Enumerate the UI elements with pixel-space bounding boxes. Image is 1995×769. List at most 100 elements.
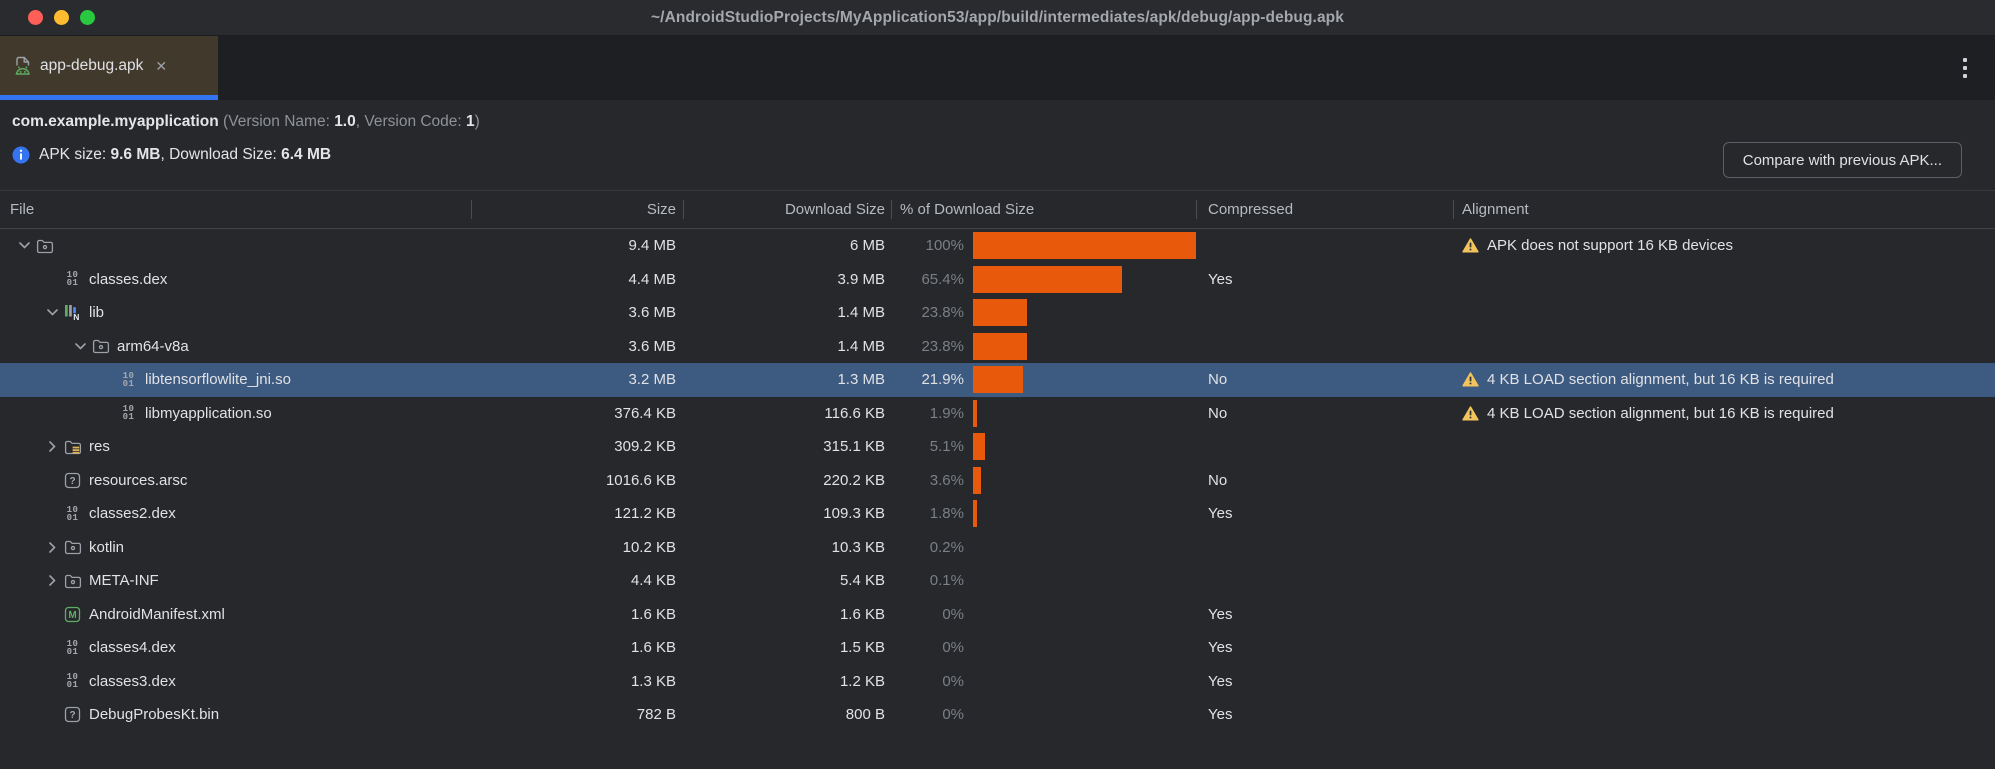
compressed-cell: Yes (1208, 639, 1233, 657)
alignment-cell (1453, 330, 1995, 364)
window-title: ~/AndroidStudioProjects/MyApplication53/… (651, 8, 1344, 26)
download-size-cell: 10.3 KB (831, 538, 885, 556)
pct-value: 1.9% (929, 404, 964, 422)
binary-file-icon: 10 01 (122, 404, 135, 423)
folder-icon (34, 238, 55, 254)
download-size-bar (973, 265, 1122, 293)
column-header-compressed[interactable]: Compressed (1196, 191, 1453, 228)
alignment-cell (1453, 430, 1995, 464)
pct-value: 100% (925, 237, 964, 255)
zoom-window-button[interactable] (80, 10, 95, 25)
table-row[interactable]: M AndroidManifest.xml 1.6 KB 1.6 KB 0% Yes (0, 598, 1995, 632)
warning-icon (1462, 238, 1479, 253)
tab-close-icon[interactable]: ✕ (155, 57, 168, 74)
close-window-button[interactable] (28, 10, 43, 25)
size-cell: 9.4 MB (628, 237, 676, 255)
pct-value: 1.8% (929, 505, 964, 523)
alignment-cell (1453, 263, 1995, 297)
res-folder-icon (62, 439, 83, 455)
size-cell: 121.2 KB (614, 505, 676, 523)
alignment-cell (1453, 665, 1995, 699)
active-tab-underline (0, 95, 218, 100)
download-size-cell: 800 B (845, 706, 885, 724)
file-name: classes.dex (89, 270, 168, 288)
alignment-cell (1453, 497, 1995, 531)
file-cell: res (0, 430, 471, 464)
folder-icon (90, 338, 111, 354)
table-row[interactable]: arm64-v8a 3.6 MB 1.4 MB 23.8% (0, 330, 1995, 364)
compressed-cell: Yes (1208, 672, 1233, 690)
pct-of-download-cell: 0% (891, 698, 1196, 732)
tab-label: app-debug.apk (40, 56, 144, 74)
alignment-message: 4 KB LOAD section alignment, but 16 KB i… (1487, 404, 1834, 422)
file-cell: M AndroidManifest.xml (0, 598, 471, 632)
table-row[interactable]: ? DebugProbesKt.bin 782 B 800 B 0% Yes (0, 698, 1995, 732)
table-row[interactable]: 9.4 MB 6 MB 100% APK does not support 16 KB… (0, 229, 1995, 263)
unknown-file-icon: ? (62, 706, 83, 723)
size-cell: 3.6 MB (628, 304, 676, 322)
compare-with-previous-apk-button[interactable]: Compare with previous APK... (1722, 142, 1962, 178)
file-cell: 10 01 classes2.dex (0, 497, 471, 531)
dex-file-icon: 10 01 (66, 270, 79, 289)
column-header-pct-of-download-size[interactable]: % of Download Size (891, 191, 1196, 228)
table-row[interactable]: 10 01 classes3.dex 1.3 KB 1.2 KB 0% Yes (0, 665, 1995, 699)
column-header-download-size[interactable]: Download Size (683, 191, 891, 228)
download-size-cell: 1.4 MB (837, 337, 885, 355)
compressed-cell (1196, 229, 1453, 263)
pct-value: 0.1% (929, 572, 964, 590)
table-row[interactable]: res 309.2 KB 315.1 KB 5.1% (0, 430, 1995, 464)
compressed-cell: No (1208, 371, 1228, 389)
dex-file-icon: 10 01 (66, 504, 79, 523)
file-name: libtensorflowlite_jni.so (145, 371, 291, 389)
chevron-right-icon[interactable] (42, 575, 62, 587)
file-name: classes4.dex (89, 639, 176, 657)
chevron-right-icon[interactable] (42, 541, 62, 553)
dex-file-icon: 10 01 (66, 638, 79, 657)
table-row[interactable]: 10 01 classes2.dex 121.2 KB 109.3 KB 1.8% Yes (0, 497, 1995, 531)
title-bar: ~/AndroidStudioProjects/MyApplication53/… (0, 0, 1995, 36)
minimize-window-button[interactable] (54, 10, 69, 25)
table-row[interactable]: 10 01 classes4.dex 1.6 KB 1.5 KB 0% Yes (0, 631, 1995, 665)
file-cell: ? resources.arsc (0, 464, 471, 498)
table-row[interactable]: kotlin 10.2 KB 10.3 KB 0.2% (0, 531, 1995, 565)
chevron-down-icon[interactable] (14, 242, 34, 249)
size-cell: 309.2 KB (614, 438, 676, 456)
svg-text:N: N (73, 312, 79, 321)
apk-size-value: 9.6 MB (110, 146, 161, 163)
pct-value: 65.4% (921, 270, 964, 288)
chevron-down-icon[interactable] (42, 309, 62, 316)
editor-tab-bar: app-debug.apk ✕ (0, 36, 1995, 100)
file-cell: 10 01 classes4.dex (0, 631, 471, 665)
kebab-menu-icon[interactable] (1959, 54, 1971, 82)
file-name: META-INF (89, 572, 159, 590)
chevron-down-icon[interactable] (70, 342, 90, 350)
alignment-cell: APK does not support 16 KB devices (1453, 229, 1995, 263)
download-size-bar (973, 500, 978, 528)
table-row[interactable]: ? resources.arsc 1016.6 KB 220.2 KB 3.6% No (0, 464, 1995, 498)
pct-of-download-cell: 100% (891, 229, 1196, 263)
tab-app-debug-apk[interactable]: app-debug.apk ✕ (0, 36, 218, 100)
table-row[interactable]: 10 01 libtensorflowlite_jni.so 3.2 MB 1.3 MB… (0, 363, 1995, 397)
column-header-file[interactable]: File (10, 201, 35, 218)
size-cell: 10.2 KB (622, 538, 676, 556)
package-name: com.example.myapplication (12, 113, 219, 130)
table-row[interactable]: META-INF 4.4 KB 5.4 KB 0.1% (0, 564, 1995, 598)
table-row[interactable]: 10 01 libmyapplication.so 376.4 KB 116.6 KB 1… (0, 397, 1995, 431)
apk-info-section: com.example.myapplication (Version Name:… (0, 100, 1995, 190)
file-cell: ? DebugProbesKt.bin (0, 698, 471, 732)
pct-value: 23.8% (921, 337, 964, 355)
size-cell: 3.6 MB (628, 337, 676, 355)
dex-file-icon: 10 01 (66, 672, 79, 691)
file-name: DebugProbesKt.bin (89, 706, 220, 724)
column-header-size[interactable]: Size (471, 191, 683, 228)
table-body: 9.4 MB 6 MB 100% APK does not support 16 KB… (0, 229, 1995, 732)
chevron-right-icon[interactable] (42, 441, 62, 453)
table-row[interactable]: 10 01 classes.dex 4.4 MB 3.9 MB 65.4% Yes (0, 263, 1995, 297)
compressed-cell (1196, 564, 1453, 598)
pct-of-download-cell: 5.1% (891, 430, 1196, 464)
compressed-cell: No (1208, 404, 1228, 422)
svg-text:?: ? (69, 476, 75, 487)
version-name: 1.0 (334, 113, 356, 130)
column-header-alignment[interactable]: Alignment (1453, 191, 1995, 228)
